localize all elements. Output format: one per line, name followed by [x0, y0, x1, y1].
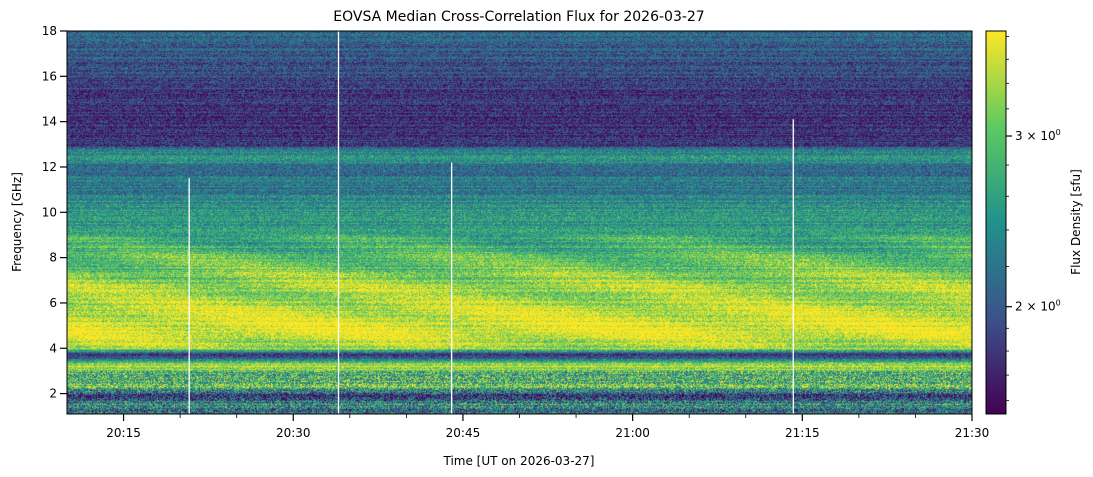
plot-area — [66, 30, 973, 415]
colorbar-fill — [986, 31, 1006, 414]
x-tick-label: 21:15 — [785, 426, 820, 440]
chart-title: EOVSA Median Cross-Correlation Flux for … — [333, 9, 704, 25]
y-tick-label: 14 — [42, 115, 57, 129]
x-tick-label: 21:00 — [615, 426, 650, 440]
data-gap-lines — [188, 31, 794, 414]
y-axis-label: Frequency [GHz] — [10, 172, 24, 272]
y-tick-label: 2 — [49, 387, 57, 401]
y-tick-label: 18 — [42, 24, 57, 38]
y-tick-label: 4 — [49, 341, 57, 355]
colorbar-ticks: 2 × 100 3 × 100 — [1006, 36, 1061, 402]
colorbar-tick-label: 2 × 100 — [1015, 299, 1061, 314]
y-tick-label: 6 — [49, 296, 57, 310]
colorbar-label: Flux Density [sfu] — [1069, 169, 1083, 275]
y-axis: 2 4 6 8 10 12 14 16 18 — [42, 24, 67, 401]
y-tick-label: 12 — [42, 160, 57, 174]
y-tick-label: 10 — [42, 205, 57, 219]
x-tick-label: 20:30 — [276, 426, 311, 440]
spectrogram-heatmap — [67, 31, 972, 414]
x-tick-label: 20:45 — [446, 426, 481, 440]
x-axis: 20:15 20:30 20:45 21:00 21:15 21:30 — [106, 414, 989, 440]
x-tick-label: 21:30 — [955, 426, 990, 440]
y-tick-label: 8 — [49, 251, 57, 265]
x-tick-label: 20:15 — [106, 426, 141, 440]
y-tick-label: 16 — [42, 69, 57, 83]
x-axis-label: Time [UT on 2026-03-27] — [443, 454, 595, 468]
colorbar-frame — [985, 30, 1007, 415]
colorbar-tick-label: 3 × 100 — [1015, 128, 1061, 143]
colorbar: 2 × 100 3 × 100 Flux Density [sfu] — [985, 30, 1083, 415]
